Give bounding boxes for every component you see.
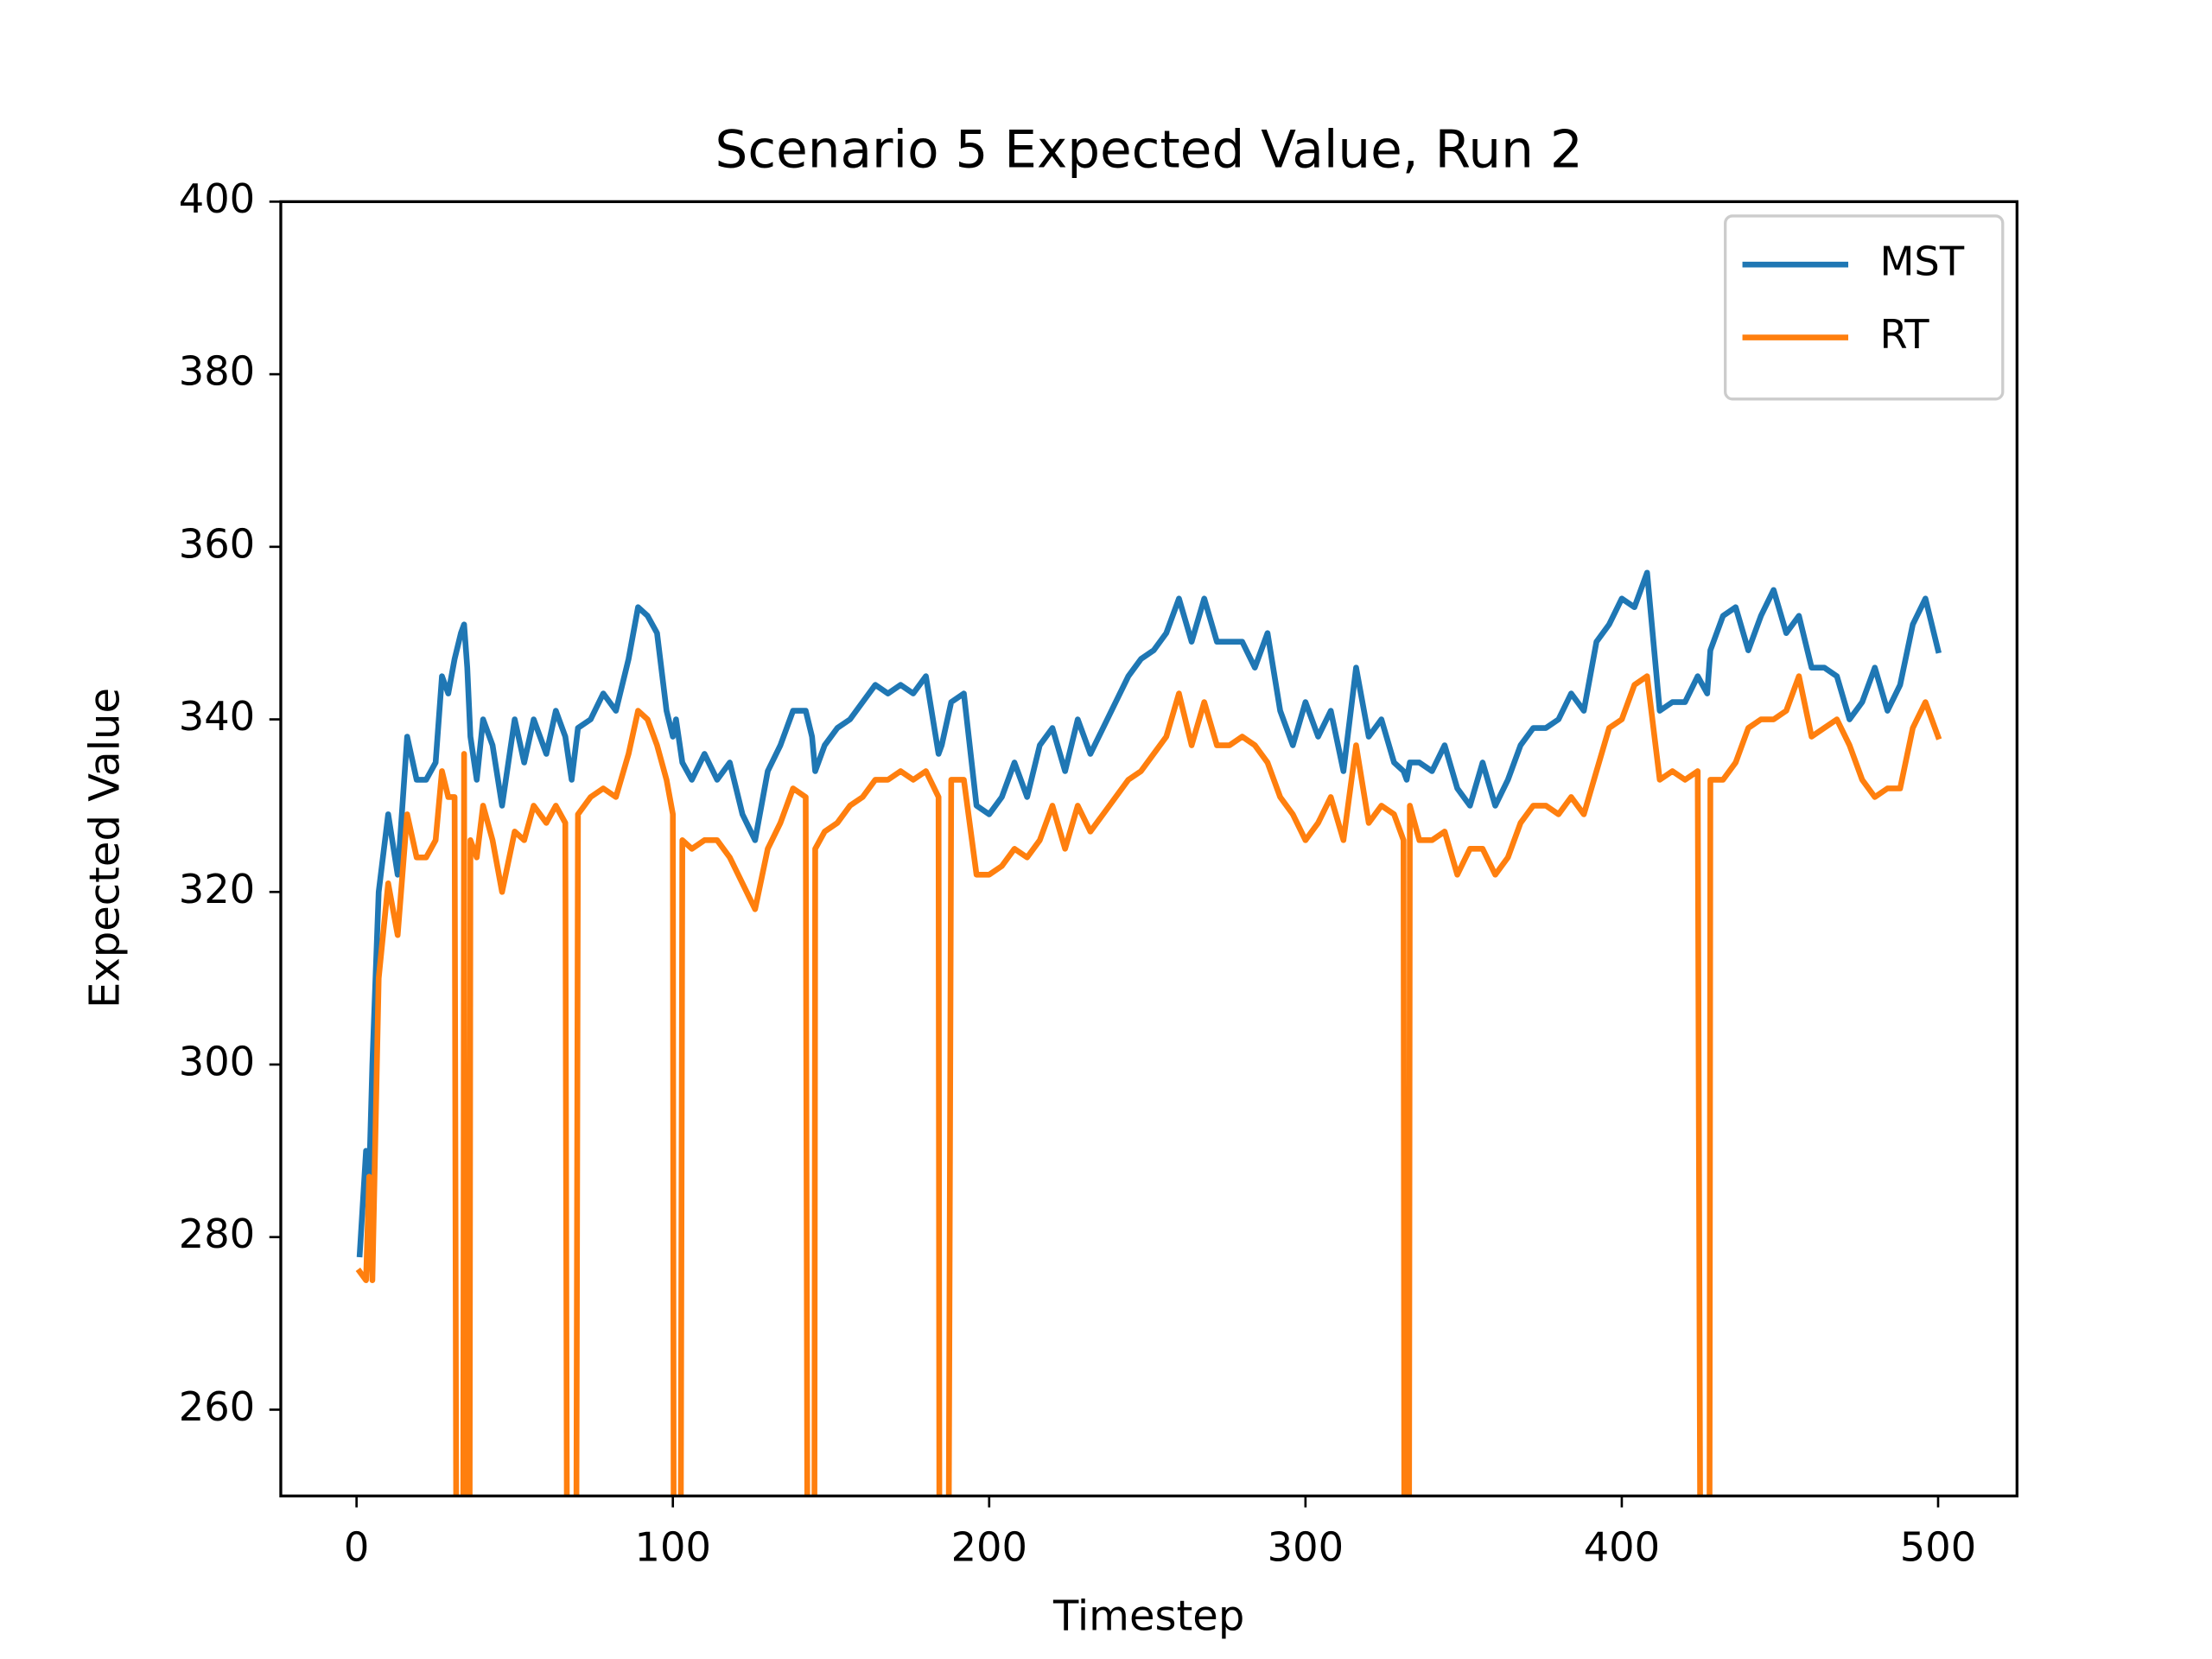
y-tick-label: 320 (179, 866, 255, 912)
data-line (356, 569, 1942, 1258)
legend-label: MST (1879, 238, 1964, 285)
x-tick-label: 0 (344, 1524, 369, 1571)
y-tick-label: 380 (179, 348, 255, 395)
y-tick-label: 300 (179, 1038, 255, 1084)
data-line (355, 673, 1942, 1497)
x-tick-label: 300 (1268, 1524, 1344, 1571)
axes-frame (279, 200, 2018, 1497)
y-tick-label: 340 (179, 693, 255, 740)
chart-title: Scenario 5 Expected Value, Run 2 (715, 121, 1583, 181)
x-tick-label: 400 (1584, 1524, 1660, 1571)
x-tick-label: 200 (951, 1524, 1027, 1571)
x-axis-label: Timestep (1052, 1592, 1244, 1641)
x-tick-label: 100 (634, 1524, 710, 1571)
y-tick-label: 280 (179, 1211, 255, 1257)
legend-label: RT (1879, 311, 1929, 358)
x-tick-label: 500 (1900, 1524, 1976, 1571)
y-tick-label: 260 (179, 1383, 255, 1430)
y-tick-label: 360 (179, 520, 255, 567)
y-axis-label: Expected Value (81, 688, 130, 1008)
plot-area (355, 569, 1942, 1497)
y-tick-label: 400 (179, 175, 255, 222)
